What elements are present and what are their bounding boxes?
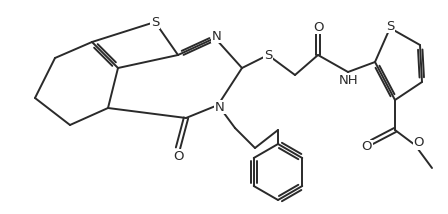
Text: NH: NH: [339, 73, 359, 86]
Text: O: O: [362, 141, 372, 153]
Text: O: O: [173, 150, 183, 162]
Text: S: S: [151, 15, 159, 28]
Text: S: S: [386, 19, 394, 33]
Text: S: S: [264, 49, 272, 61]
Text: O: O: [313, 21, 323, 34]
Text: N: N: [215, 101, 225, 113]
Text: N: N: [212, 30, 222, 43]
Text: O: O: [414, 137, 424, 150]
